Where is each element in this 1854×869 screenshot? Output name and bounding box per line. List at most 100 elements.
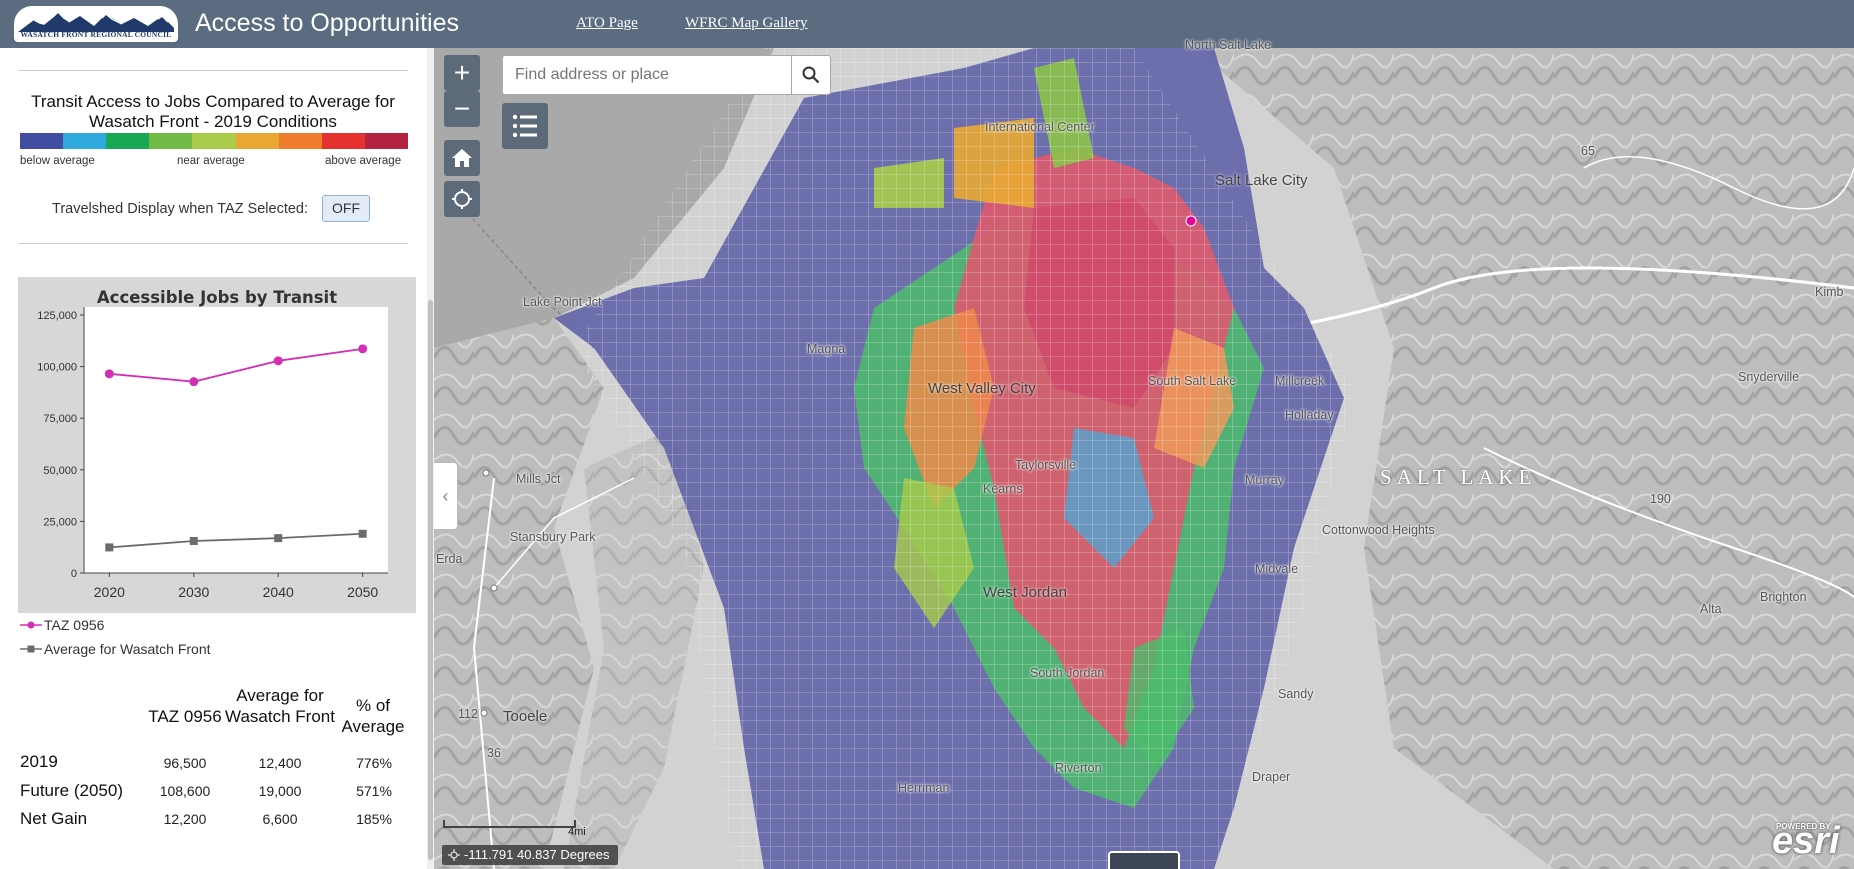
series-legend-taz[interactable]: TAZ 0956 (20, 617, 104, 633)
chart-y-tick-label: 75,000 (43, 413, 77, 425)
coordinate-readout[interactable]: -111.791 40.837 Degrees (442, 845, 618, 865)
travelshed-label: Travelshed Display when TAZ Selected: (52, 201, 309, 217)
series-legend-average[interactable]: Average for Wasatch Front (20, 641, 211, 657)
place-label: Midvale (1255, 562, 1299, 576)
chart-point (105, 543, 114, 552)
chart-point (273, 356, 283, 366)
mountain-logo-icon (18, 10, 174, 32)
collapse-sidebar-button[interactable]: ‹ (434, 462, 458, 530)
place-label: Kimb (1815, 285, 1844, 299)
travelshed-toggle-button[interactable]: OFF (322, 195, 370, 222)
locate-button[interactable] (444, 181, 480, 217)
row-label-net-gain: Net Gain (20, 809, 88, 828)
cell-pct-2019: 776% (356, 755, 392, 771)
series-legend-label: Average for Wasatch Front (44, 641, 211, 657)
home-button[interactable] (444, 140, 480, 176)
legend-label-mid: near average (177, 155, 245, 167)
chart-series-line-1 (109, 532, 363, 549)
chart-x-tick-label: 2050 (347, 584, 378, 600)
legend-swatch-7 (321, 133, 365, 149)
place-label: Magna (807, 342, 846, 356)
chart-point (189, 377, 199, 387)
place-label: Herriman (898, 781, 950, 795)
county-label: SALT LAKE (1380, 465, 1537, 489)
place-label: Mills Jct (516, 472, 561, 486)
place-label: Erda (436, 552, 463, 566)
accessible-jobs-chart: Accessible Jobs by Transit 0 25,000 50,000 7… (37, 288, 388, 600)
chart-plot-area (84, 307, 388, 573)
place-label: Millcreek (1275, 374, 1325, 388)
chart-y-tick-label: 50,000 (43, 465, 77, 477)
chevron-left-icon: ‹ (442, 485, 449, 506)
logo-text: WASATCH FRONT REGIONAL COUNCIL (20, 30, 172, 39)
legend-color-ramp (20, 133, 408, 149)
map-view[interactable] (434, 48, 1854, 869)
cell-pct-future: 571% (356, 783, 392, 799)
divider (18, 70, 408, 71)
chart-y-tick-label: 100,000 (37, 362, 77, 374)
search-icon (802, 66, 820, 84)
wfrc-map-gallery-link[interactable]: WFRC Map Gallery (685, 15, 808, 31)
zoom-in-button[interactable]: + (444, 55, 480, 91)
chart-x-tick-label: 2030 (178, 584, 209, 600)
legend-swatch-0 (20, 133, 64, 149)
col-header-taz: TAZ 0956 (148, 707, 222, 726)
place-label: International Center (985, 120, 1095, 134)
place-label: West Valley City (928, 380, 1036, 397)
bottom-panel-toggle[interactable] (1108, 851, 1180, 869)
cell-pct-net: 185% (356, 811, 392, 827)
esri-logo[interactable]: esri (1772, 820, 1840, 862)
place-label: Murray (1245, 473, 1284, 487)
road-shield: 36 (487, 746, 501, 760)
cell-taz-future: 108,600 (159, 783, 211, 799)
wfrc-logo[interactable]: WASATCH FRONT REGIONAL COUNCIL (14, 6, 178, 42)
scale-bar (443, 820, 576, 828)
app-title: Access to Opportunities (195, 9, 460, 37)
search-button[interactable] (791, 55, 831, 95)
legend-swatch-4 (192, 133, 236, 149)
place-label: Brighton (1760, 590, 1807, 604)
place-label: Kearns (983, 482, 1023, 496)
chart-y-tick-label: 125,000 (37, 310, 77, 322)
legend-swatch-3 (149, 133, 193, 149)
chart-x-tick-label: 2040 (263, 584, 294, 600)
place-label: Stansbury Park (510, 530, 596, 544)
app-header: WASATCH FRONT REGIONAL COUNCIL Access to… (0, 0, 1854, 48)
chart-series-line-0 (109, 347, 363, 383)
place-label: Tooele (503, 708, 548, 725)
layer-list-icon (512, 114, 537, 138)
place-label: South Jordan (1030, 666, 1105, 680)
legend-title: Transit Access to Jobs Compared to Avera… (31, 92, 395, 131)
row-label-future: Future (2050) (20, 781, 123, 800)
legend-swatch-6 (278, 133, 322, 149)
series-legend-label: TAZ 0956 (44, 617, 105, 633)
place-label: Alta (1700, 602, 1722, 616)
zoom-out-button[interactable]: − (444, 91, 480, 127)
place-label: Salt Lake City (1215, 172, 1308, 189)
home-icon (452, 149, 472, 167)
road-shield: 112 (458, 707, 478, 721)
legend-swatch-2 (106, 133, 150, 149)
cell-avg-net: 6,600 (262, 811, 298, 827)
crosshair-icon (448, 849, 460, 861)
place-label: Taylorsville (1015, 458, 1077, 472)
cell-taz-2019: 96,500 (163, 755, 207, 771)
layer-list-button[interactable] (502, 103, 548, 149)
locate-icon (452, 189, 472, 209)
legend-label-low: below average (20, 155, 95, 167)
place-label: Snyderville (1738, 370, 1800, 384)
chart-point (189, 537, 198, 546)
sidebar-scroll-thumb[interactable] (428, 300, 433, 860)
legend-swatch-5 (235, 133, 279, 149)
square-marker-icon (20, 645, 42, 653)
circle-marker-icon (20, 621, 42, 629)
place-label: North Salt Lake (1185, 38, 1272, 52)
ato-page-link[interactable]: ATO Page (576, 15, 638, 31)
search-input[interactable] (502, 55, 792, 95)
place-label: Cottonwood Heights (1322, 523, 1435, 537)
basemap-terrain (434, 48, 1854, 869)
selected-taz-marker[interactable] (1185, 215, 1197, 227)
coordinate-text: -111.791 40.837 Degrees (464, 847, 610, 862)
chart-point (104, 369, 114, 379)
chart-title: Accessible Jobs by Transit (97, 288, 337, 307)
